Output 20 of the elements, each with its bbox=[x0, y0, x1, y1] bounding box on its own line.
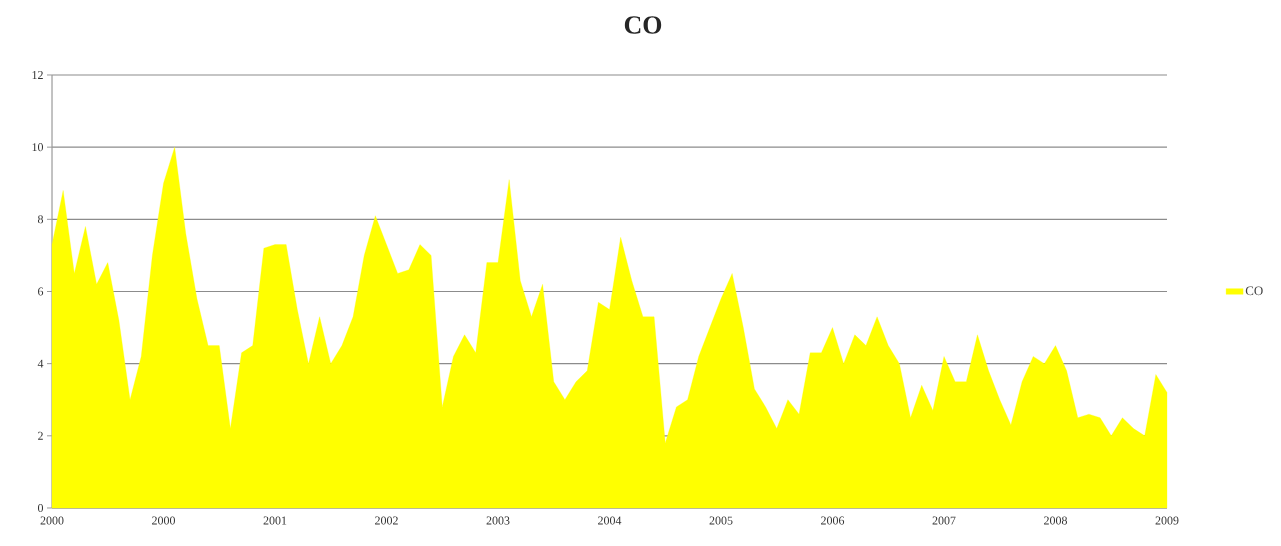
x-tick-label: 2004 bbox=[598, 516, 622, 525]
x-tick-label: 2005 bbox=[709, 516, 733, 525]
x-tick-label: 2000 bbox=[152, 516, 175, 525]
y-tick-label: 4 bbox=[37, 359, 44, 368]
y-tick-label: 6 bbox=[38, 287, 44, 296]
x-tick-label: 2008 bbox=[1044, 516, 1067, 525]
x-tick-label: 2002 bbox=[375, 516, 398, 525]
x-tick-label: 2000 bbox=[40, 516, 64, 525]
y-tick-label: 10 bbox=[32, 143, 44, 152]
x-tick-label: 2007 bbox=[932, 516, 956, 525]
y-tick-label: 0 bbox=[37, 503, 44, 513]
y-tick-label: 8 bbox=[37, 215, 44, 224]
y-tick-label: 12 bbox=[32, 71, 43, 79]
x-tick-label: 2006 bbox=[821, 516, 845, 525]
chart-title: CO bbox=[624, 16, 662, 34]
y-tick-label: 2 bbox=[38, 431, 43, 440]
x-tick-label: 2001 bbox=[263, 516, 287, 525]
x-tick-label: 2003 bbox=[486, 516, 510, 525]
x-tick-label: 2009 bbox=[1155, 516, 1179, 525]
legend-label: CO bbox=[1245, 286, 1263, 296]
